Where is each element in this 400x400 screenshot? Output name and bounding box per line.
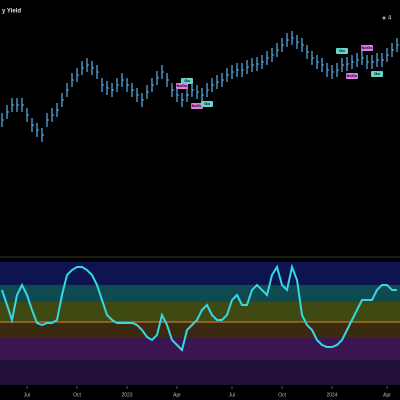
signal-label: NoGo	[361, 45, 373, 51]
signal-box	[201, 101, 213, 107]
signal-label: Go	[201, 101, 213, 107]
x-tick-label: Oct	[278, 392, 286, 398]
signal-label: Go	[371, 71, 383, 77]
oscillator-bands	[0, 262, 400, 385]
legend-dot	[382, 16, 386, 20]
signal-text: NoGo	[177, 83, 188, 88]
band	[0, 322, 400, 338]
legend-text: 4	[388, 16, 392, 22]
chart-title: y Yield	[2, 9, 21, 15]
signal-label: NoGo	[191, 103, 203, 109]
x-tick-label: 2023	[121, 392, 132, 398]
band	[0, 285, 400, 302]
x-tick-label: Jul	[229, 392, 235, 398]
signal-text: Go	[184, 78, 190, 83]
signal-box	[181, 78, 193, 84]
signal-text: Go	[374, 71, 380, 76]
signal-label: Go	[181, 78, 193, 84]
x-tick-label: Jul	[24, 392, 30, 398]
signal-text: NoGo	[362, 45, 373, 50]
signal-text: NoGo	[192, 103, 203, 108]
signal-box	[361, 45, 373, 51]
signal-box	[346, 73, 358, 79]
signal-box	[191, 103, 203, 109]
signal-text: Go	[204, 101, 210, 106]
signal-label: NoGo	[176, 83, 188, 89]
signal-text: Go	[339, 48, 345, 53]
x-tick-label: Oct	[73, 392, 81, 398]
oscillator-line	[1, 263, 397, 352]
band	[0, 262, 400, 285]
band	[0, 338, 400, 360]
signal-box	[176, 83, 188, 89]
signal-label: NoGo	[346, 73, 358, 79]
signal-label: Go	[336, 48, 348, 54]
x-tick-label: Apr	[173, 392, 181, 398]
signal-box	[371, 71, 383, 77]
band	[0, 360, 400, 385]
signal-text: NoGo	[347, 73, 358, 78]
signal-box	[336, 48, 348, 54]
x-tick-label: 2024	[326, 392, 337, 398]
x-tick-label: Apr	[383, 392, 391, 398]
